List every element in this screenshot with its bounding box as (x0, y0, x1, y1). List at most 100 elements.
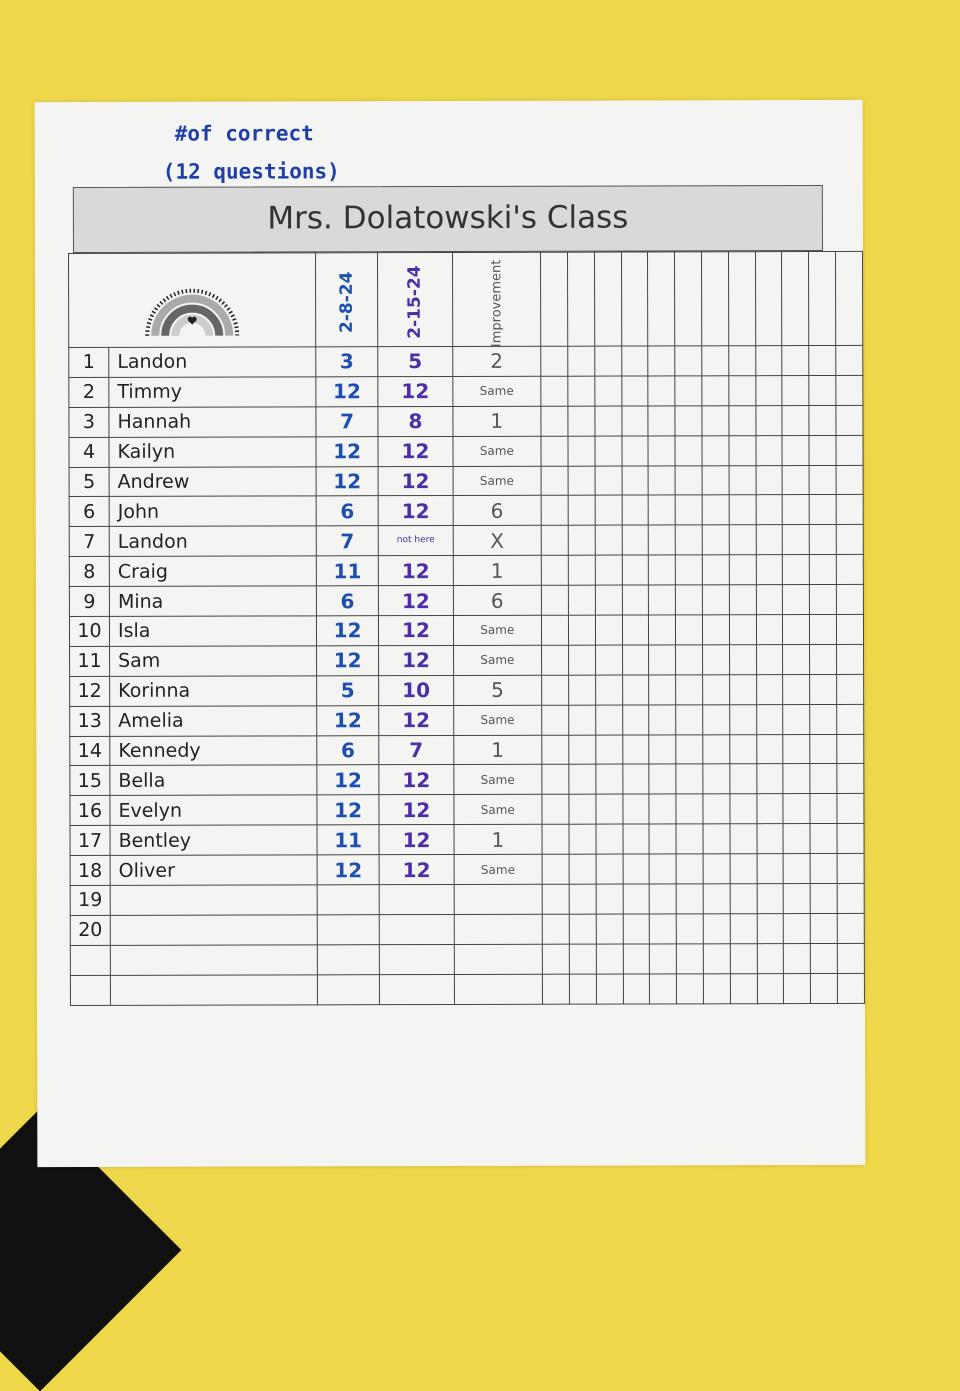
empty-cell (702, 794, 730, 825)
empty-cell (701, 375, 729, 406)
improvement-value: Same (452, 465, 542, 496)
empty-cell (649, 734, 677, 765)
empty-cell (568, 704, 596, 735)
empty-cell (649, 943, 677, 974)
empty-cell (836, 464, 864, 495)
empty-cell (594, 495, 622, 526)
empty-cell (595, 615, 623, 646)
empty-cell (622, 913, 650, 944)
score-2-15-24: 12 (379, 705, 454, 736)
empty-cell (702, 824, 730, 854)
empty-cell (730, 943, 758, 974)
empty-cell (702, 465, 729, 496)
empty-cell (621, 345, 649, 376)
empty-cell (675, 525, 703, 556)
score-2-15-24: 12 (379, 854, 454, 885)
roster-table: 2-8-24 2-15-24 Improvement 1 Landon 3 5 2 2 Ti… (68, 251, 865, 1006)
empty-cell (595, 674, 623, 705)
improvement-value: Same (453, 764, 542, 795)
empty-cell (541, 645, 569, 676)
table-row: 12 Korinna 5 10 5 (69, 674, 864, 707)
empty-cell (809, 584, 837, 615)
empty-cell (836, 733, 864, 764)
score-2-8-24: 6 (316, 496, 379, 527)
empty-column-header (674, 251, 702, 346)
table-row: 4 Kailyn 12 12 Same (68, 435, 864, 468)
empty-cell (541, 585, 569, 616)
empty-cell (728, 345, 756, 376)
empty-cell (783, 853, 811, 884)
empty-cell (676, 943, 704, 974)
empty-cell (542, 914, 570, 945)
table-row: 10 Isla 12 12 Same (69, 614, 864, 647)
table-row: 3 Hannah 7 8 1 (68, 405, 863, 438)
header-improvement: Improvement (452, 252, 541, 347)
empty-cell (782, 405, 810, 436)
empty-cell (567, 435, 595, 466)
header-date-2: 2-15-24 (377, 252, 453, 347)
empty-cell (729, 853, 757, 884)
empty-cell (837, 793, 864, 824)
empty-cell (541, 615, 569, 646)
empty-cell (648, 495, 676, 526)
improvement-value (453, 884, 543, 915)
empty-cell (569, 914, 597, 945)
empty-cell (783, 734, 811, 765)
improvement-value: Same (453, 645, 542, 676)
empty-cell (783, 913, 811, 944)
student-name: Korinna (109, 675, 317, 707)
empty-cell (836, 763, 864, 794)
empty-cell (567, 376, 595, 406)
empty-cell (676, 824, 704, 855)
table-row (70, 973, 865, 1006)
table-row: 17 Bentley 11 12 1 (70, 823, 865, 856)
row-number: 19 (70, 885, 111, 916)
empty-cell (649, 854, 677, 885)
empty-cell (568, 615, 596, 646)
empty-cell (542, 944, 570, 974)
empty-cell (621, 405, 649, 436)
improvement-value: Same (453, 794, 543, 825)
row-number: 11 (69, 646, 110, 677)
score-2-8-24: 5 (316, 675, 380, 706)
empty-cell (782, 435, 810, 466)
empty-cell (810, 883, 838, 914)
empty-cell (648, 525, 676, 556)
empty-cell (782, 375, 810, 406)
empty-cell (729, 734, 757, 765)
empty-cell (782, 554, 810, 585)
empty-cell (782, 465, 810, 496)
empty-cell (622, 884, 650, 914)
empty-cell (729, 554, 757, 585)
empty-cell (595, 644, 623, 675)
empty-cell (783, 674, 810, 705)
empty-cell (809, 674, 837, 705)
empty-cell (836, 405, 863, 436)
empty-cell (810, 973, 838, 1004)
empty-cell (621, 585, 649, 616)
empty-cell (622, 764, 650, 795)
empty-cell (541, 794, 569, 825)
score-2-15-24: 12 (378, 585, 454, 616)
empty-cell (622, 973, 650, 1004)
empty-cell (837, 913, 865, 944)
empty-cell (836, 554, 864, 585)
empty-cell (729, 794, 757, 825)
empty-cell (810, 853, 838, 884)
empty-cell (783, 704, 811, 735)
empty-cell (675, 465, 703, 496)
empty-cell (783, 973, 811, 1004)
empty-cell (541, 674, 569, 705)
empty-cell (810, 734, 837, 765)
empty-cell (595, 704, 623, 735)
score-2-8-24 (317, 884, 380, 915)
score-2-15-24: 12 (378, 615, 454, 646)
empty-cell (595, 794, 623, 825)
score-2-8-24: 6 (316, 735, 380, 766)
empty-cell (541, 764, 569, 795)
empty-cell (676, 794, 703, 825)
empty-cell (648, 405, 676, 436)
header-row: 2-8-24 2-15-24 Improvement (68, 251, 863, 348)
row-number: 3 (68, 407, 110, 438)
empty-cell (648, 465, 676, 496)
